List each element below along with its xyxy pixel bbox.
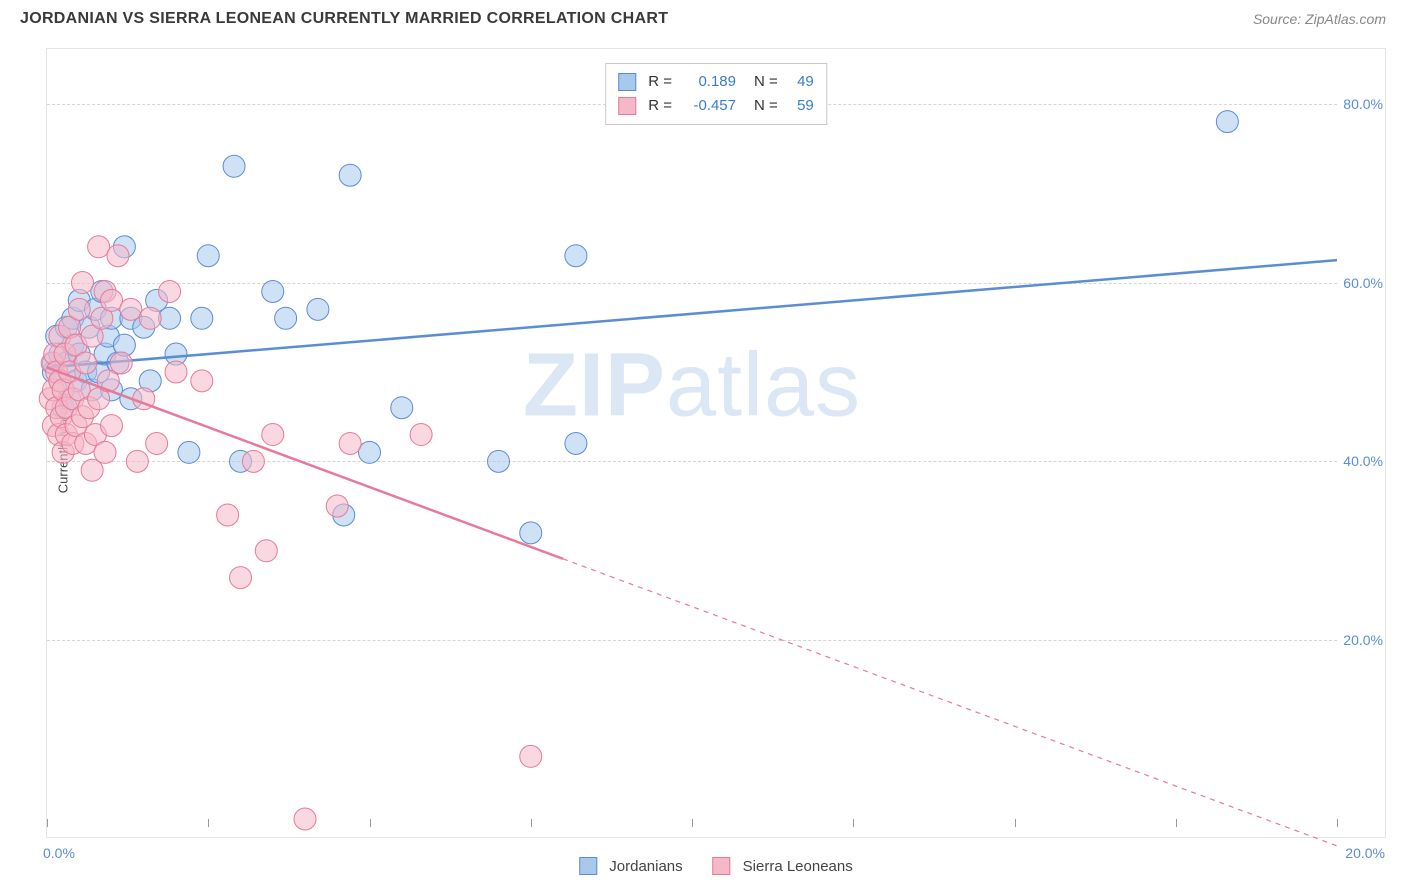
data-point [339,432,361,454]
x-tick [208,819,209,827]
data-point [223,155,245,177]
data-point [565,432,587,454]
stats-n-value-1: 59 [786,94,814,118]
x-tick [47,819,48,827]
chart-container: Currently Married R = 0.189 N = 49 R = -… [46,48,1386,838]
data-point [68,298,90,320]
stats-r-label: R = [648,94,672,118]
source-label: Source: ZipAtlas.com [1253,11,1386,27]
legend-item-1: Sierra Leoneans [713,857,853,875]
y-tick-label: 40.0% [1343,453,1383,469]
x-tick [531,819,532,827]
trend-line-dashed [563,559,1337,846]
data-point [326,495,348,517]
plot-svg [47,59,1337,819]
legend: Jordanians Sierra Leoneans [579,857,852,875]
stats-swatch-0 [618,73,636,91]
data-point [262,424,284,446]
data-point [159,307,181,329]
data-point [107,245,129,267]
stats-r-value-0: 0.189 [680,70,736,94]
data-point [262,280,284,302]
stats-row-1: R = -0.457 N = 59 [618,94,814,118]
data-point [191,307,213,329]
x-axis-label-right: 20.0% [1345,845,1385,861]
data-point [520,522,542,544]
x-tick [1015,819,1016,827]
data-point [126,450,148,472]
data-point [139,307,161,329]
stats-n-label: N = [754,70,778,94]
data-point [197,245,219,267]
data-point [242,450,264,472]
data-point [159,280,181,302]
y-tick-label: 80.0% [1343,96,1383,112]
data-point [101,289,123,311]
data-point [165,361,187,383]
x-ticks [47,819,1337,839]
data-point [120,298,142,320]
data-point [1216,111,1238,133]
y-tick-label: 60.0% [1343,275,1383,291]
data-point [191,370,213,392]
x-tick [370,819,371,827]
x-axis-label-left: 0.0% [43,845,75,861]
data-point [101,415,123,437]
legend-item-0: Jordanians [579,857,682,875]
data-point [488,450,510,472]
data-point [230,567,252,589]
stats-row-0: R = 0.189 N = 49 [618,70,814,94]
trend-line-solid [47,260,1337,367]
data-point [71,272,93,294]
data-point [110,352,132,374]
legend-label-0: Jordanians [609,858,682,875]
data-point [410,424,432,446]
trend-line-solid [47,367,563,558]
x-tick [1176,819,1177,827]
data-point [146,432,168,454]
data-point [94,441,116,463]
data-point [339,164,361,186]
chart-title: JORDANIAN VS SIERRA LEONEAN CURRENTLY MA… [20,10,668,28]
data-point [307,298,329,320]
data-point [391,397,413,419]
data-point [255,540,277,562]
data-point [217,504,239,526]
legend-label-1: Sierra Leoneans [743,858,853,875]
x-tick [692,819,693,827]
stats-r-value-1: -0.457 [680,94,736,118]
data-point [88,236,110,258]
data-point [520,745,542,767]
data-point [359,441,381,463]
data-point [275,307,297,329]
y-tick-label: 20.0% [1343,632,1383,648]
stats-n-label: N = [754,94,778,118]
plot-area: ZIPatlas 20.0%40.0%60.0%80.0% 0.0% 20.0% [47,59,1337,819]
stats-n-value-0: 49 [786,70,814,94]
data-point [178,441,200,463]
y-ticks: 20.0% 40.0% 60.0% 80.0% [1335,59,1385,819]
x-tick [853,819,854,827]
x-tick [1337,819,1338,827]
stats-r-label: R = [648,70,672,94]
data-point [565,245,587,267]
legend-swatch-1 [713,857,731,875]
data-point [75,352,97,374]
stats-swatch-1 [618,97,636,115]
legend-swatch-0 [579,857,597,875]
stats-box: R = 0.189 N = 49 R = -0.457 N = 59 [605,63,827,125]
